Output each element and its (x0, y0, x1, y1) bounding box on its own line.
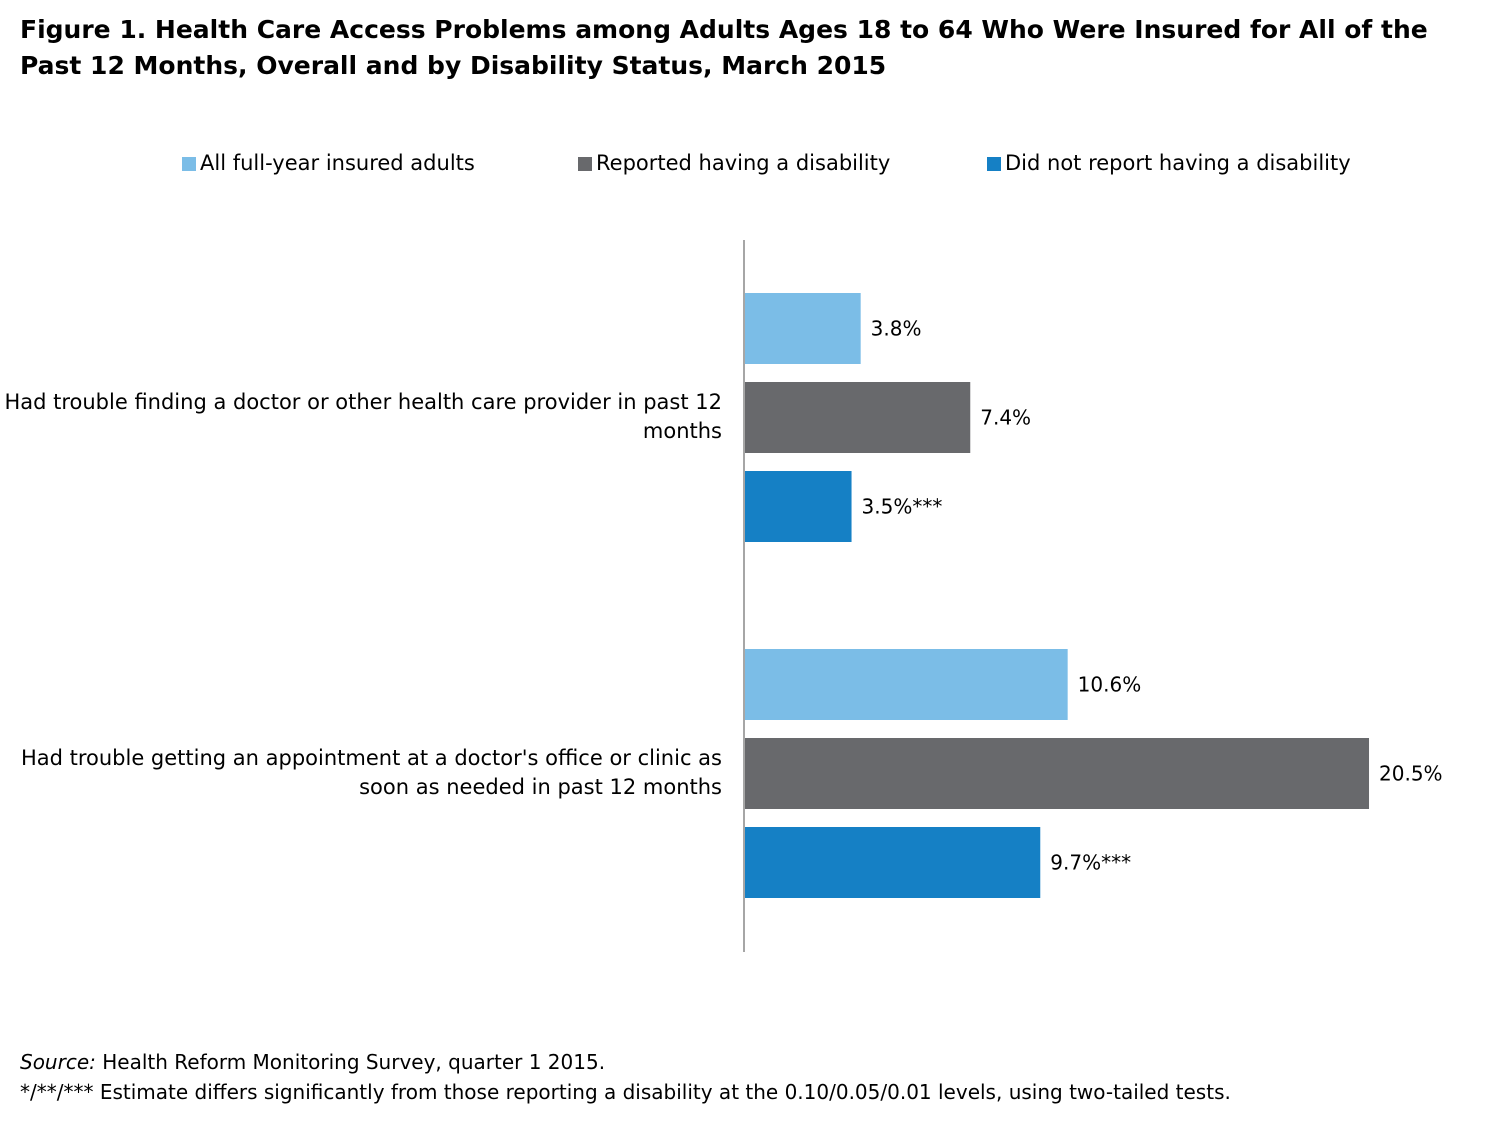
data-label-no-disability-cat1: 3.5%*** (862, 495, 943, 519)
bar-all-cat2 (745, 649, 1068, 720)
source-line: Source: Health Reform Monitoring Survey,… (20, 1047, 1231, 1077)
legend-item-disability: Reported having a disability (578, 148, 890, 178)
legend-item-no-disability: Did not report having a disability (987, 148, 1351, 178)
chart-title: Figure 1. Health Care Access Problems am… (20, 15, 1428, 80)
footer: Source: Health Reform Monitoring Survey,… (20, 1047, 1231, 1107)
source-label: Source: (20, 1050, 96, 1074)
category-label-getting-appointment: Had trouble getting an appointment at a … (20, 746, 722, 799)
bar-no-disability-cat1 (745, 471, 852, 542)
legend: All full-year insured adults Reported ha… (0, 148, 1505, 178)
legend-label-no-disability: Did not report having a disability (1005, 151, 1351, 175)
legend-swatch-all (182, 157, 196, 171)
bar-disability-cat2 (745, 738, 1370, 809)
legend-label-all: All full-year insured adults (200, 151, 475, 175)
legend-label-disability: Reported having a disability (596, 151, 891, 175)
bar-all-cat1 (745, 293, 861, 364)
legend-swatch-disability (578, 157, 592, 171)
source-text: Health Reform Monitoring Survey, quarter… (95, 1050, 606, 1074)
bar-no-disability-cat2 (745, 827, 1041, 898)
category-label-finding-doctor: Had trouble finding a doctor or other he… (4, 390, 722, 443)
data-label-no-disability-cat2: 9.7%*** (1050, 851, 1131, 875)
data-label-all-cat2: 10.6% (1078, 673, 1142, 697)
data-label-all-cat1: 3.8% (871, 317, 922, 341)
significance-note: */**/*** Estimate differs significantly … (20, 1080, 1231, 1104)
data-label-disability-cat1: 7.4% (980, 406, 1031, 430)
bar-disability-cat1 (745, 382, 971, 453)
data-label-disability-cat2: 20.5% (1379, 762, 1443, 786)
legend-item-all: All full-year insured adults (182, 148, 475, 178)
legend-swatch-no-disability (987, 157, 1001, 171)
